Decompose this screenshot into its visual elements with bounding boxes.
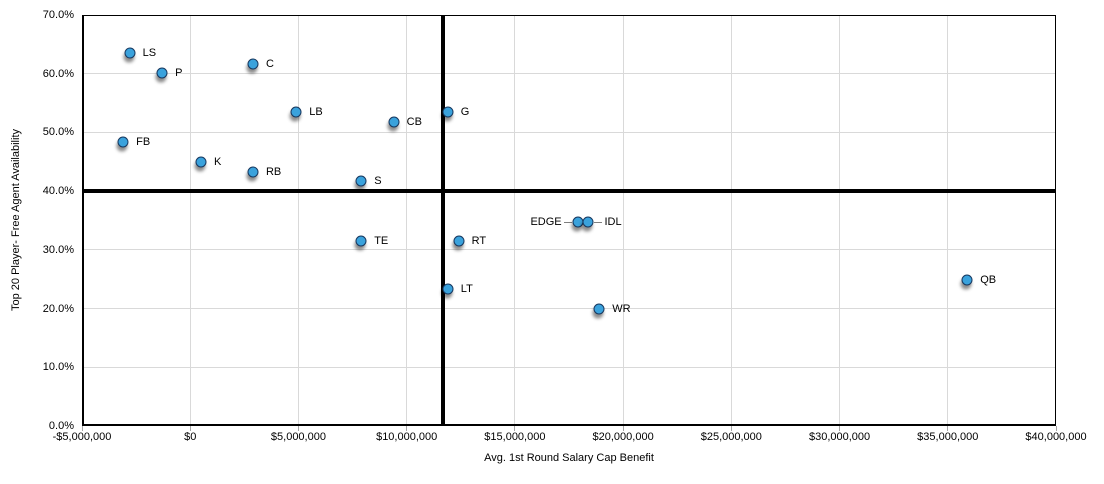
data-point-G [442,106,454,118]
data-point-QB [961,274,973,286]
x-tick-label: $10,000,000 [376,431,438,443]
data-point-K [195,156,207,168]
y-gridline [82,308,1056,310]
point-label-TE: TE [374,235,389,248]
x-tick-mark [297,426,299,431]
y-tick-label: 60.0% [42,67,74,80]
point-label-QB: QB [980,274,997,287]
point-label-LT: LT [460,283,473,296]
point-label-WR: WR [612,302,631,315]
data-point-WR [593,303,605,315]
y-gridline [82,249,1056,251]
y-tick-label: 10.0% [42,361,74,374]
x-gridline [622,15,624,426]
point-label-P: P [175,67,183,80]
x-tick-label: $5,000,000 [270,431,326,443]
x-tick-mark [947,426,949,431]
x-tick-label: $40,000,000 [1025,431,1087,443]
x-axis-title: Avg. 1st Round Salary Cap Benefit [484,452,654,464]
plot-border [82,15,1056,426]
y-gridline [82,366,1056,368]
x-tick-mark [514,426,516,431]
x-tick-label: $20,000,000 [592,431,654,443]
y-axis-title: Top 20 Player- Free Agent Availability [10,128,22,312]
y-gridline [82,73,1056,75]
x-tick-label: $0 [184,431,197,443]
x-gridline [839,15,841,426]
data-point-RB [247,166,259,178]
data-point-EDGE [572,216,584,228]
y-gridline [82,131,1056,133]
y-tick-label: 70.0% [42,9,74,21]
data-point-FB [117,136,129,148]
point-label-CB: CB [406,116,422,129]
data-point-CB [388,116,400,128]
data-point-TE [355,235,367,247]
data-point-LB [290,106,302,118]
x-tick-mark [839,426,841,431]
point-label-G: G [460,105,470,118]
data-point-P [156,67,168,79]
x-gridline [514,15,516,426]
y-tick-label: 40.0% [42,185,74,198]
y-tick-label: 20.0% [42,302,74,315]
x-tick-mark [730,426,732,431]
x-gridline [189,15,191,426]
data-point-IDL [582,216,594,228]
data-point-LS [124,47,136,59]
point-label-RT: RT [471,235,487,248]
x-tick-mark [406,426,408,431]
x-tick-label: -$5,000,000 [52,431,112,443]
point-label-EDGE: EDGE [530,216,562,229]
leader-line-IDL [594,221,603,223]
y-tick-label: 0.0% [48,420,74,432]
reference-line-horizontal [82,189,1056,194]
x-tick-label: $30,000,000 [808,431,871,443]
x-gridline [297,15,299,426]
y-tick-label: 50.0% [42,126,74,139]
point-label-LS: LS [142,47,157,60]
x-tick-mark [1055,426,1057,431]
y-tick-label: 30.0% [42,243,74,256]
x-tick-mark [189,426,191,431]
x-tick-mark [622,426,624,431]
point-label-IDL: IDL [604,216,622,229]
reference-line-vertical [441,15,446,426]
data-point-RT [453,235,465,247]
leader-line-EDGE [563,221,572,223]
x-gridline [947,15,949,426]
data-point-C [247,58,259,70]
data-point-S [355,175,367,187]
point-label-FB: FB [136,136,151,149]
point-label-C: C [265,57,274,70]
point-label-K: K [214,156,222,169]
x-gridline [406,15,408,426]
x-gridline [730,15,732,426]
x-tick-mark [81,426,83,431]
x-tick-label: $35,000,000 [917,431,979,443]
x-tick-label: $25,000,000 [700,431,762,443]
x-tick-label: $15,000,000 [484,431,546,443]
point-label-RB: RB [265,165,282,178]
point-label-S: S [374,175,382,188]
data-point-LT [442,283,454,295]
point-label-LB: LB [309,106,323,119]
